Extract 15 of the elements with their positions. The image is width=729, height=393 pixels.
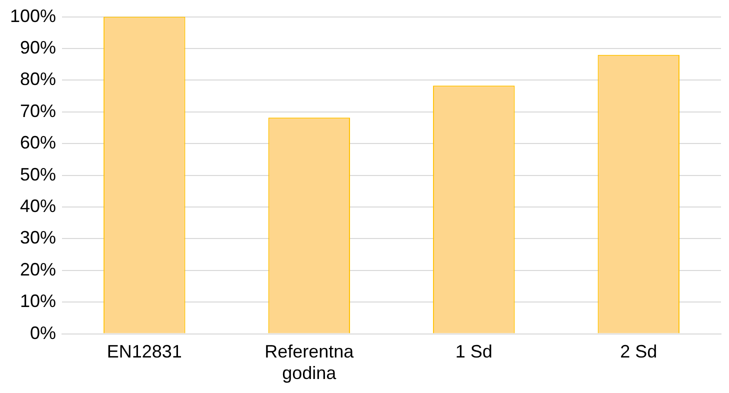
y-tick-label: 80%	[20, 69, 56, 90]
y-tick-label: 30%	[20, 228, 56, 248]
x-tick-label: Referentna godina	[264, 342, 355, 384]
y-tick-label: 100%	[10, 6, 56, 26]
y-tick-label: 70%	[20, 100, 56, 121]
y-tick-label: 50%	[20, 164, 56, 184]
x-tick-label: EN12831	[106, 342, 182, 362]
y-tick-label: 10%	[20, 291, 56, 312]
y-tick-label: 20%	[20, 259, 56, 280]
x-tick-label: 1 Sd	[455, 342, 492, 362]
x-tick-label: 2 Sd	[620, 342, 658, 362]
y-tick-label: 40%	[20, 196, 56, 216]
y-tick-label: 60%	[20, 132, 56, 153]
y-tick-label: 0%	[30, 322, 56, 343]
y-tick-label: 90%	[20, 37, 56, 58]
